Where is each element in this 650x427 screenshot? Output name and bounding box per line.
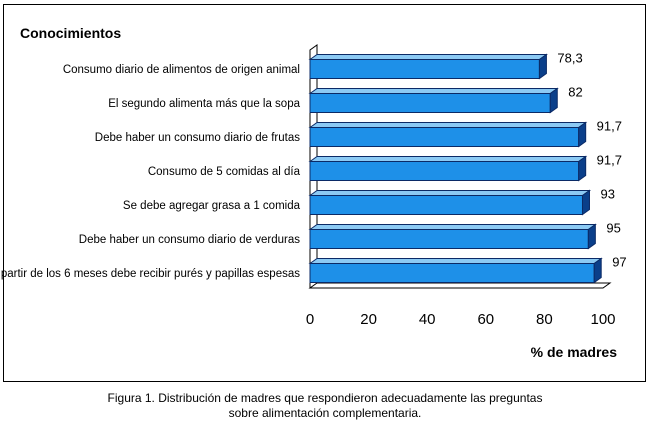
bar-side-1 bbox=[538, 53, 547, 80]
bar-3 bbox=[309, 127, 580, 147]
bar-top-6 bbox=[308, 224, 597, 230]
bar-chart: Consumo diario de alimentos de origen an… bbox=[0, 44, 627, 360]
bar-side-2 bbox=[549, 87, 558, 114]
bar-side-6 bbox=[587, 223, 596, 250]
bar-6 bbox=[309, 229, 589, 249]
plot-floor bbox=[308, 282, 612, 289]
bar-top-5 bbox=[308, 190, 592, 196]
panel-title: Conocimientos bbox=[20, 25, 122, 41]
caption-line-2: sobre alimentación complementaria. bbox=[228, 406, 422, 420]
data-label-7: 97 bbox=[612, 255, 626, 270]
bar-1 bbox=[309, 59, 540, 79]
x-tick-label-0: 0 bbox=[306, 311, 314, 328]
bar-side-7 bbox=[593, 257, 602, 284]
bar-side-5 bbox=[581, 189, 590, 216]
bar-5 bbox=[309, 195, 583, 215]
bar-7 bbox=[309, 263, 595, 283]
category-label-5: Se debe agregar grasa a 1 comida bbox=[123, 200, 301, 212]
category-label-7: A partir de los 6 meses debe recibir pur… bbox=[0, 268, 300, 280]
data-label-3: 91,7 bbox=[597, 119, 622, 134]
caption-line-1: Figura 1. Distribución de madres que res… bbox=[107, 391, 543, 405]
data-label-4: 91,7 bbox=[597, 153, 622, 168]
x-tick-label-40: 40 bbox=[419, 311, 436, 328]
bar-top-4 bbox=[308, 156, 588, 162]
data-label-2: 82 bbox=[568, 85, 582, 100]
category-label-4: Consumo de 5 comidas al día bbox=[148, 166, 301, 178]
data-label-5: 93 bbox=[600, 187, 614, 202]
data-label-1: 78,3 bbox=[557, 51, 582, 66]
bar-top-1 bbox=[308, 54, 548, 60]
category-label-6: Debe haber un consumo diario de verduras bbox=[79, 234, 300, 246]
x-tick-label-80: 80 bbox=[536, 311, 553, 328]
x-tick-label-20: 20 bbox=[360, 311, 377, 328]
bar-top-2 bbox=[308, 88, 559, 94]
x-axis-title: % de madres bbox=[531, 344, 618, 360]
bar-4 bbox=[309, 161, 580, 181]
bar-top-3 bbox=[308, 122, 588, 128]
x-tick-label-100: 100 bbox=[590, 311, 615, 328]
bar-top-7 bbox=[308, 258, 603, 264]
data-label-6: 95 bbox=[606, 221, 620, 236]
figure-caption: Figura 1. Distribución de madres que res… bbox=[0, 391, 650, 421]
bar-side-4 bbox=[578, 155, 587, 182]
category-label-2: El segundo alimenta más que la sopa bbox=[108, 98, 300, 110]
category-label-3: Debe haber un consumo diario de frutas bbox=[95, 132, 300, 144]
category-label-1: Consumo diario de alimentos de origen an… bbox=[63, 64, 300, 76]
bar-side-3 bbox=[578, 121, 587, 148]
x-tick-label-60: 60 bbox=[477, 311, 494, 328]
bar-2 bbox=[309, 93, 551, 113]
